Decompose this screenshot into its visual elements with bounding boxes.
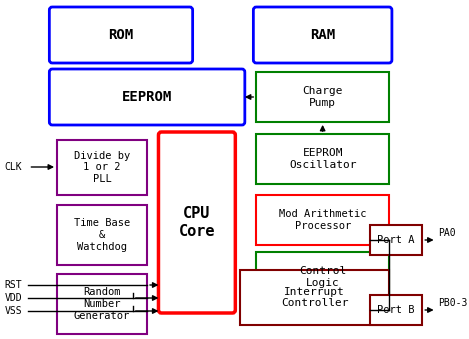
Text: VSS: VSS [5,306,23,316]
Bar [57,140,147,195]
Bar [256,72,389,122]
Bar [370,225,422,255]
Text: RAM: RAM [310,28,335,42]
Text: EEPROM: EEPROM [122,90,172,104]
Bar [57,274,147,334]
Text: PB0-3: PB0-3 [439,298,468,308]
Text: CPU
Core: CPU Core [179,206,215,239]
Text: ROM: ROM [108,28,134,42]
FancyBboxPatch shape [159,132,235,313]
Bar [370,295,422,325]
Text: Time Base
&
Watchdog: Time Base & Watchdog [74,218,130,252]
Text: Mod Arithmetic
Processor: Mod Arithmetic Processor [279,209,366,231]
FancyBboxPatch shape [253,7,392,63]
Bar [240,270,389,325]
FancyBboxPatch shape [49,7,193,63]
Text: Port A: Port A [378,235,415,245]
Bar [57,205,147,265]
Text: Interrupt
Controller: Interrupt Controller [281,287,348,308]
FancyBboxPatch shape [49,69,245,125]
Text: PA0: PA0 [439,228,456,238]
Text: CLK: CLK [5,162,23,172]
Bar [256,195,389,245]
Text: Charge
Pump: Charge Pump [303,86,343,108]
Text: Divide by
1 or 2
PLL: Divide by 1 or 2 PLL [74,151,130,184]
Text: RST: RST [5,280,23,290]
Text: EEPROM
Oscillator: EEPROM Oscillator [289,148,356,170]
Text: Port B: Port B [378,305,415,315]
Bar [256,134,389,184]
Bar [256,252,389,302]
Text: Control
Logic: Control Logic [299,266,346,288]
Text: VDD: VDD [5,293,23,303]
Text: Random
Number
Generator: Random Number Generator [74,287,130,321]
